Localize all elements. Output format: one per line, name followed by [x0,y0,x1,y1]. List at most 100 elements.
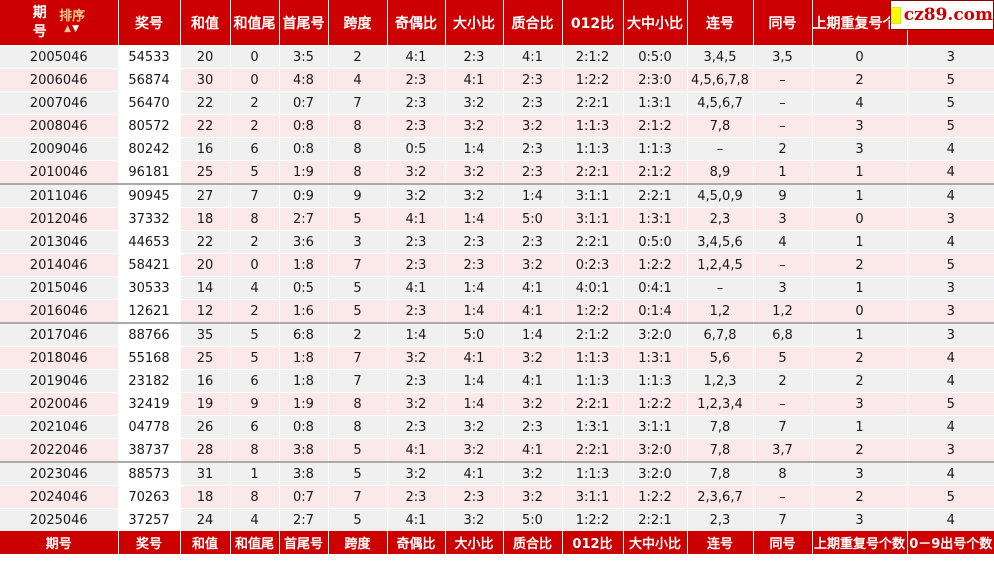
sort-up-icon[interactable]: ▲ [64,23,73,34]
table-row: 2021046 04778 26 6 0:8 8 2:3 3:2 2:3 1:3:1 3:1:1 7,… [0,415,994,439]
cell-odd-even: 3:2 [386,346,445,370]
cell-prime-composite: 2:3 [502,68,562,92]
cell-same-number: 3,7 [752,438,812,463]
cell-big-mid-small: 1:1:3 [622,137,687,161]
cell-sum-tail: 0 [229,253,279,277]
cell-period: 2008046 [0,114,118,138]
cell-first-last: 1:6 [278,299,328,324]
cell-sum-tail: 7 [229,183,279,208]
cell-sum-tail: 4 [229,508,279,531]
period-header-label: 期号 [32,4,47,40]
cell-012-ratio: 1:3:1 [561,415,623,439]
cell-consecutive: 7,8 [686,415,753,439]
cell-digit-count: 5 [906,91,994,115]
cell-same-number: – [752,91,812,115]
table-row: 2016046 12621 12 2 1:6 5 2:3 1:4 4:1 1:2:2 0:1:4 1,… [0,299,994,324]
cell-span: 7 [327,369,387,393]
cell-big-mid-small: 1:3:1 [622,346,687,370]
cell-first-last: 1:9 [278,392,328,416]
cell-big-mid-small: 2:2:1 [622,183,687,208]
cell-prize: 32419 [117,392,180,416]
cell-big-small: 4:1 [444,68,503,92]
cell-odd-even: 4:1 [386,508,445,531]
cell-span: 5 [327,299,387,324]
cell-sum: 25 [179,160,230,185]
cell-prize: 80572 [117,114,180,138]
cell-repeat-count: 0 [811,45,907,69]
cell-sum: 20 [179,45,230,69]
cell-span: 5 [327,276,387,300]
cell-digit-count: 3 [906,276,994,300]
cell-repeat-count: 3 [811,114,907,138]
cell-digit-count: 4 [906,369,994,393]
cell-prize: 37257 [117,508,180,531]
cell-period: 2010046 [0,160,118,185]
cell-period: 2012046 [0,207,118,231]
cell-prize: 38737 [117,438,180,463]
cell-big-small: 2:3 [444,230,503,254]
cell-big-small: 1:4 [444,369,503,393]
cell-consecutive: – [686,276,753,300]
cell-sum-tail: 2 [229,114,279,138]
table-row: 2011046 90945 27 7 0:9 9 3:2 3:2 1:4 3:1:1 2:2:1 4,… [0,183,994,208]
cell-span: 5 [327,461,387,486]
cell-big-mid-small: 1:3:1 [622,91,687,115]
cell-prize: 12621 [117,299,180,324]
cell-012-ratio: 1:1:3 [561,114,623,138]
cell-digit-count: 4 [906,137,994,161]
cell-repeat-count: 3 [811,508,907,531]
footer-column-prime-composite: 质合比 [502,531,562,554]
cell-012-ratio: 1:2:2 [561,508,623,531]
cell-012-ratio: 3:1:1 [561,207,623,231]
sort-down-icon[interactable]: ▼ [72,23,80,34]
sort-arrows[interactable]: ▲▼ [64,23,80,35]
cell-first-last: 1:8 [278,346,328,370]
cell-prime-composite: 3:2 [502,346,562,370]
cell-prize: 70263 [117,485,180,509]
footer-column-odd-even: 奇偶比 [386,531,445,554]
cell-big-mid-small: 1:1:3 [622,369,687,393]
cell-consecutive: 1,2,3 [686,369,753,393]
cell-period: 2021046 [0,415,118,439]
footer-column-sum: 和值 [179,531,230,554]
cell-same-number: 2 [752,369,812,393]
cell-012-ratio: 2:1:2 [561,45,623,69]
cell-big-mid-small: 1:2:2 [622,485,687,509]
cell-big-small: 2:3 [444,253,503,277]
cell-digit-count: 4 [906,230,994,254]
cell-big-mid-small: 2:2:1 [622,508,687,531]
cell-period: 2005046 [0,45,118,69]
column-header-012-ratio: 012比 [561,0,623,46]
column-header-prize: 奖号 [117,0,180,46]
cell-sum: 22 [179,114,230,138]
cell-span: 5 [327,508,387,531]
cell-prime-composite: 2:3 [502,415,562,439]
cell-odd-even: 1:4 [386,322,445,347]
cell-repeat-count: 2 [811,68,907,92]
sort-control[interactable]: 排序 ▲▼ [59,10,85,34]
cell-odd-even: 0:5 [386,137,445,161]
footer-column-big-small: 大小比 [444,531,503,554]
cell-same-number: 9 [752,183,812,208]
cell-012-ratio: 3:1:1 [561,485,623,509]
cell-repeat-count: 2 [811,253,907,277]
table-row: 2015046 30533 14 4 0:5 5 4:1 1:4 4:1 4:0:1 0:4:1–3… [0,276,994,300]
cell-repeat-count: 3 [811,461,907,486]
cell-012-ratio: 4:0:1 [561,276,623,300]
cell-012-ratio: 1:1:3 [561,346,623,370]
cell-012-ratio: 1:2:2 [561,299,623,324]
footer-column-012-ratio: 012比 [561,531,623,554]
site-logo[interactable]: cz89.com [890,0,994,30]
cell-digit-count: 3 [906,299,994,324]
cell-big-mid-small: 2:1:2 [622,114,687,138]
cell-big-mid-small: 3:2:0 [622,322,687,347]
cell-span: 9 [327,183,387,208]
cell-first-last: 0:8 [278,415,328,439]
cell-repeat-count: 2 [811,369,907,393]
cell-digit-count: 5 [906,485,994,509]
table-row: 2010046 96181 25 5 1:9 8 3:2 3:2 2:3 2:2:1 2:1:2 8,… [0,160,994,185]
cell-same-number: 4 [752,230,812,254]
cell-same-number: 8 [752,461,812,486]
cell-consecutive: 8,9 [686,160,753,185]
cell-same-number: 1,2 [752,299,812,324]
